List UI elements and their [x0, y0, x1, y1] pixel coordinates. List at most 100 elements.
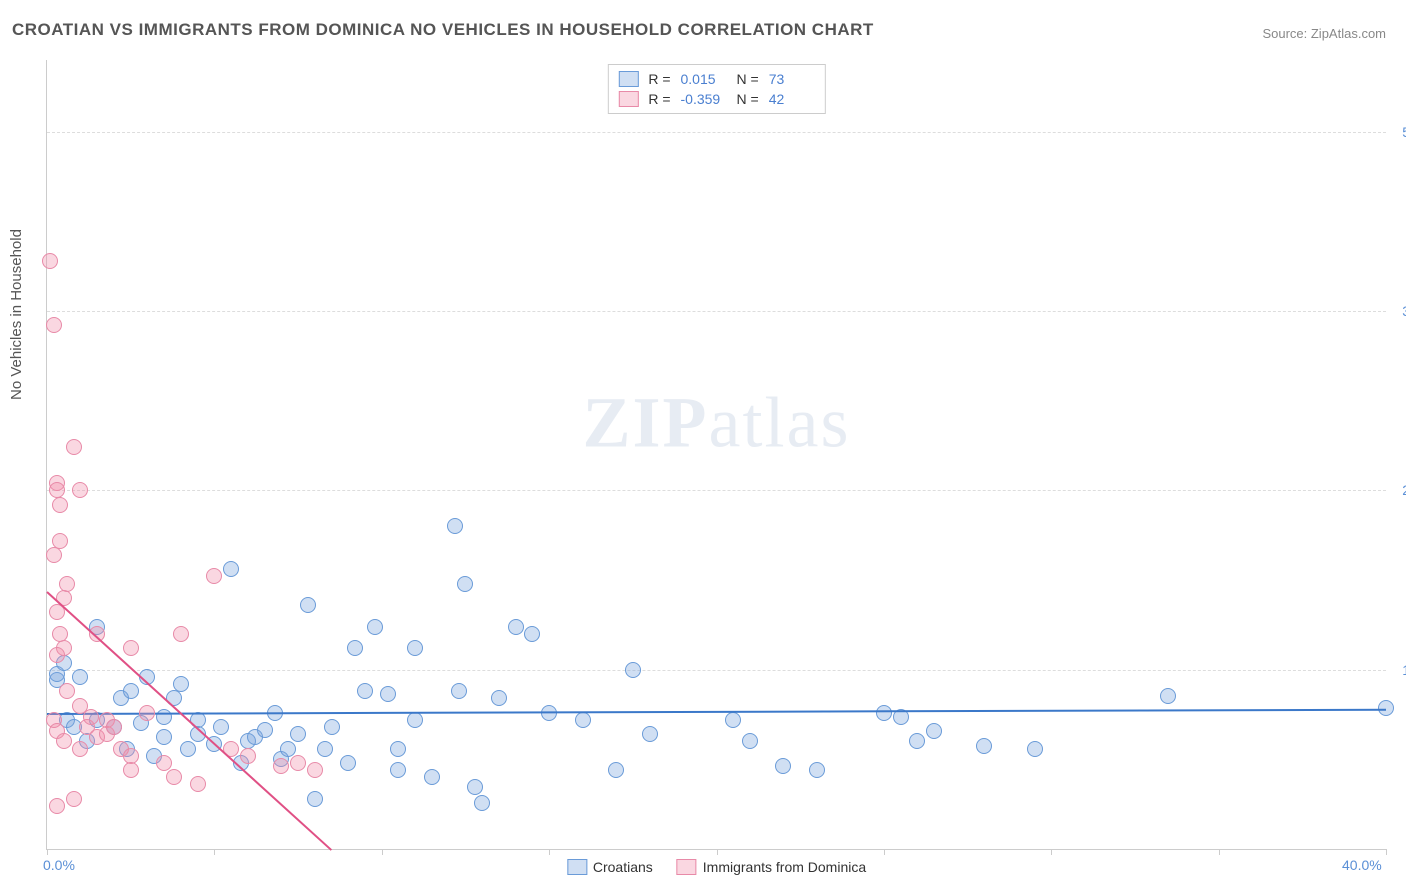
- swatch-dominica: [677, 859, 697, 875]
- x-tick: [382, 849, 383, 855]
- data-point: [407, 640, 423, 656]
- data-point: [83, 709, 99, 725]
- legend-item-dominica: Immigrants from Dominica: [677, 859, 866, 875]
- data-point: [307, 762, 323, 778]
- data-point: [123, 762, 139, 778]
- data-point: [407, 712, 423, 728]
- gridline: [47, 670, 1386, 671]
- data-point: [367, 619, 383, 635]
- gridline: [47, 311, 1386, 312]
- data-point: [524, 626, 540, 642]
- data-point: [290, 755, 306, 771]
- data-point: [46, 547, 62, 563]
- data-point: [457, 576, 473, 592]
- data-point: [1160, 688, 1176, 704]
- data-point: [307, 791, 323, 807]
- x-tick: [717, 849, 718, 855]
- data-point: [909, 733, 925, 749]
- data-point: [156, 729, 172, 745]
- swatch-croatians: [567, 859, 587, 875]
- data-point: [324, 719, 340, 735]
- chart-plot-area: ZIPatlas R = 0.015 N = 73 R = -0.359 N =…: [46, 60, 1386, 850]
- data-point: [52, 626, 68, 642]
- data-point: [123, 683, 139, 699]
- y-tick-label: 25.0%: [1392, 482, 1406, 498]
- n-label: N =: [737, 91, 759, 107]
- data-point: [809, 762, 825, 778]
- data-point: [240, 748, 256, 764]
- data-point: [926, 723, 942, 739]
- data-point: [173, 626, 189, 642]
- data-point: [49, 798, 65, 814]
- r-value-dominica: -0.359: [681, 91, 727, 107]
- swatch-croatians: [618, 71, 638, 87]
- data-point: [180, 741, 196, 757]
- x-tick: [884, 849, 885, 855]
- data-point: [72, 669, 88, 685]
- data-point: [424, 769, 440, 785]
- data-point: [447, 518, 463, 534]
- data-point: [625, 662, 641, 678]
- n-label: N =: [737, 71, 759, 87]
- data-point: [257, 722, 273, 738]
- swatch-dominica: [618, 91, 638, 107]
- data-point: [642, 726, 658, 742]
- r-label: R =: [648, 91, 670, 107]
- data-point: [474, 795, 490, 811]
- data-point: [156, 755, 172, 771]
- x-tick: [214, 849, 215, 855]
- data-point: [317, 741, 333, 757]
- gridline: [47, 490, 1386, 491]
- data-point: [508, 619, 524, 635]
- data-point: [725, 712, 741, 728]
- r-label: R =: [648, 71, 670, 87]
- data-point: [106, 719, 122, 735]
- data-point: [223, 561, 239, 577]
- x-tick: [1051, 849, 1052, 855]
- data-point: [280, 741, 296, 757]
- data-point: [206, 568, 222, 584]
- y-tick-label: 12.5%: [1392, 662, 1406, 678]
- y-tick-label: 37.5%: [1392, 303, 1406, 319]
- data-point: [72, 482, 88, 498]
- data-point: [166, 769, 182, 785]
- data-point: [190, 776, 206, 792]
- data-point: [66, 791, 82, 807]
- data-point: [46, 317, 62, 333]
- data-point: [66, 439, 82, 455]
- stats-legend: R = 0.015 N = 73 R = -0.359 N = 42: [607, 64, 825, 114]
- x-tick: [1219, 849, 1220, 855]
- data-point: [156, 709, 172, 725]
- data-point: [1027, 741, 1043, 757]
- data-point: [49, 482, 65, 498]
- x-tick: [1386, 849, 1387, 855]
- data-point: [173, 676, 189, 692]
- x-tick-label: 0.0%: [43, 857, 75, 873]
- trend-line: [47, 708, 1386, 714]
- legend-item-croatians: Croatians: [567, 859, 653, 875]
- data-point: [72, 741, 88, 757]
- r-value-croatians: 0.015: [681, 71, 727, 87]
- data-point: [357, 683, 373, 699]
- data-point: [451, 683, 467, 699]
- n-value-dominica: 42: [769, 91, 815, 107]
- x-tick-label: 40.0%: [1342, 857, 1382, 873]
- data-point: [976, 738, 992, 754]
- data-point: [139, 705, 155, 721]
- data-point: [380, 686, 396, 702]
- gridline: [47, 132, 1386, 133]
- data-point: [42, 253, 58, 269]
- source-label: Source: ZipAtlas.com: [1262, 26, 1386, 41]
- x-tick: [47, 849, 48, 855]
- data-point: [49, 647, 65, 663]
- data-point: [491, 690, 507, 706]
- data-point: [52, 497, 68, 513]
- data-point: [742, 733, 758, 749]
- data-point: [273, 758, 289, 774]
- legend-bottom: Croatians Immigrants from Dominica: [567, 859, 866, 875]
- data-point: [390, 741, 406, 757]
- chart-title: CROATIAN VS IMMIGRANTS FROM DOMINICA NO …: [12, 20, 874, 40]
- data-point: [213, 719, 229, 735]
- legend-label-dominica: Immigrants from Dominica: [703, 859, 866, 875]
- data-point: [608, 762, 624, 778]
